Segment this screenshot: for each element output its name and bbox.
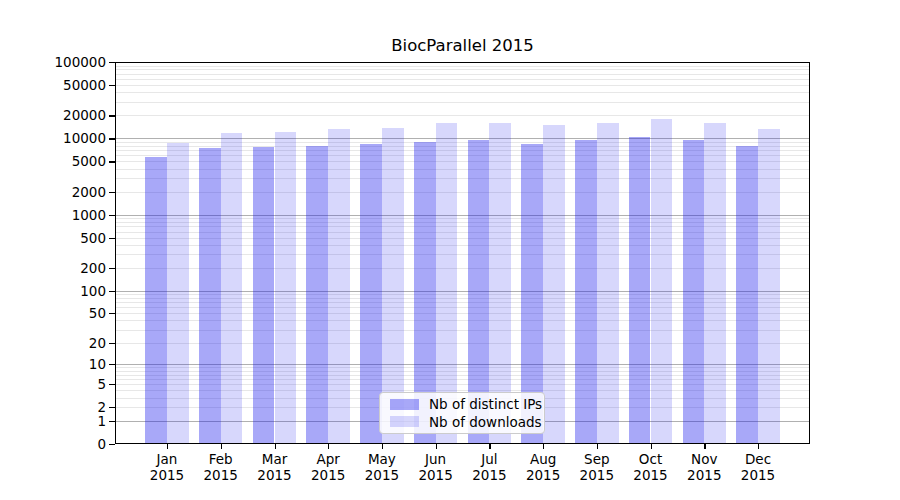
x-tick — [167, 444, 168, 449]
y-tick-label: 50000 — [30, 77, 106, 93]
x-tick — [704, 444, 705, 449]
y-tick-label: 20000 — [30, 107, 106, 123]
x-tick — [328, 444, 329, 449]
x-tick — [597, 444, 598, 449]
y-tick-label: 1000 — [30, 207, 106, 223]
legend-label-downloads: Nb of downloads — [429, 414, 542, 430]
y-tick-label: 2 — [30, 399, 106, 415]
chart-title: BiocParallel 2015 — [115, 36, 810, 55]
x-tick — [489, 444, 490, 449]
y-tick-label: 20 — [30, 335, 106, 351]
plot-frame — [115, 62, 810, 444]
legend-label-distinct-ips: Nb of distinct IPs — [429, 396, 542, 412]
x-tick — [436, 444, 437, 449]
y-tick-label: 500 — [30, 230, 106, 246]
chart-figure: Jan 2015Feb 2015Mar 2015Apr 2015May 2015… — [0, 0, 900, 500]
y-tick-label: 10 — [30, 356, 106, 372]
x-tick — [382, 444, 383, 449]
y-tick-label: 0 — [30, 436, 106, 452]
x-tick-label: Dec 2015 — [726, 452, 790, 483]
legend-swatch-distinct-ips — [390, 399, 419, 410]
y-tick-label: 10000 — [30, 130, 106, 146]
y-tick-label: 200 — [30, 260, 106, 276]
y-tick-label: 50 — [30, 305, 106, 321]
x-tick — [221, 444, 222, 449]
y-tick-label: 100000 — [30, 54, 106, 70]
x-tick — [758, 444, 759, 449]
y-tick-label: 100 — [30, 283, 106, 299]
x-tick — [275, 444, 276, 449]
legend-item-distinct-ips: Nb of distinct IPs — [390, 396, 536, 412]
legend-item-downloads: Nb of downloads — [390, 414, 536, 430]
x-tick — [651, 444, 652, 449]
y-tick — [109, 444, 115, 445]
x-tick — [543, 444, 544, 449]
legend: Nb of distinct IPs Nb of downloads — [379, 392, 545, 434]
y-tick-label: 2000 — [30, 184, 106, 200]
y-tick-label: 5 — [30, 376, 106, 392]
y-tick-label: 5000 — [30, 153, 106, 169]
legend-swatch-downloads — [390, 416, 419, 427]
